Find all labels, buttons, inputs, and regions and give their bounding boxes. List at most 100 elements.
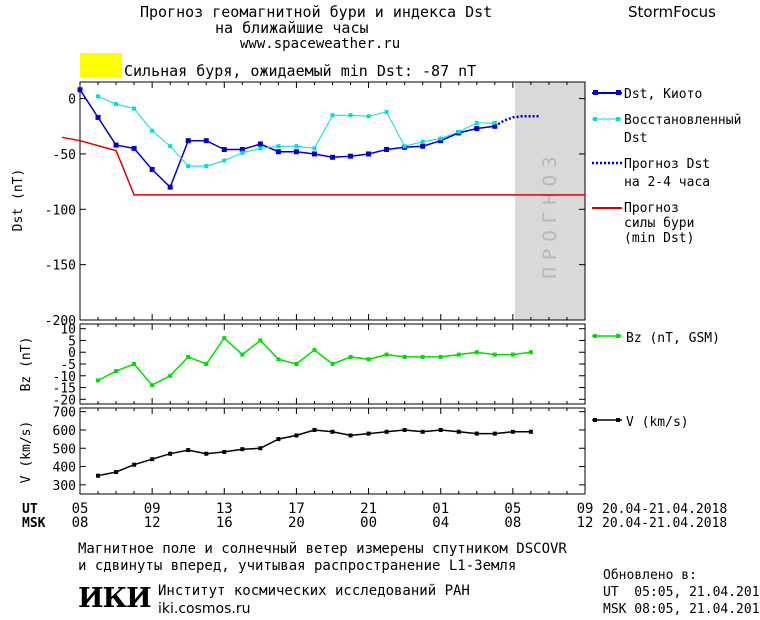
- data-point: [348, 433, 353, 438]
- title-line-2: на ближайшие часы: [215, 19, 369, 37]
- legend-dst-marker: [593, 90, 598, 95]
- data-point: [330, 154, 335, 160]
- data-point: [204, 164, 209, 169]
- ylabel-bz: Bz (nT): [19, 337, 34, 392]
- x-tick-labels: 05 09 13 17 21 01 05 09 08 12 16 20 00 04 08 12: [72, 501, 594, 531]
- data-point: [402, 144, 407, 149]
- y-tick-label: 600: [53, 424, 76, 439]
- data-point: [204, 451, 209, 456]
- y-tick-label: -150: [45, 259, 76, 274]
- data-point: [114, 102, 119, 107]
- data-point: [438, 136, 443, 141]
- x-msk-tick-label: 12: [144, 515, 161, 531]
- data-point: [312, 427, 317, 432]
- data-point: [95, 114, 101, 120]
- y-tick-label: 10: [60, 323, 76, 338]
- data-point: [150, 383, 155, 388]
- data-point: [312, 146, 317, 151]
- updated-label: Обновлено в:: [603, 568, 697, 583]
- x-ut-tick-label: 01: [432, 501, 449, 517]
- data-point: [258, 446, 263, 451]
- y-tick-label: -20: [53, 393, 76, 408]
- data-point: [510, 352, 515, 357]
- institute-name: Институт космических исследований РАН: [158, 583, 470, 599]
- data-point: [384, 147, 390, 153]
- legend-bz-marker: [593, 334, 597, 338]
- x-msk-tick-label: 08: [72, 515, 89, 531]
- x-msk-label: MSK: [22, 516, 46, 531]
- data-point: [330, 429, 335, 434]
- legend-storm-label-2: силы бури: [624, 216, 694, 231]
- y-tick-label: -15: [53, 382, 76, 397]
- data-point: [222, 336, 227, 341]
- legend-bz-marker-2: [616, 334, 620, 338]
- legend-forecast-label-2: на 2-4 часа: [624, 175, 710, 190]
- legend-dst-label: Dst, Киото: [624, 87, 702, 102]
- legend-recon-marker: [593, 117, 597, 121]
- x-ut-label: UT: [22, 502, 38, 517]
- data-point: [312, 347, 317, 352]
- legend-recon-label-1: Восстановленный: [624, 113, 741, 128]
- x-ut-tick-label: 09: [144, 501, 161, 517]
- data-point: [528, 350, 533, 355]
- data-point: [330, 362, 335, 366]
- y-tick-label: 0: [68, 93, 76, 108]
- data-point: [384, 109, 389, 114]
- ylabel-v: V (km/s): [19, 421, 34, 484]
- data-point: [150, 457, 155, 462]
- data-point: [168, 144, 173, 149]
- brand-label: StormFocus: [628, 3, 716, 21]
- institute-site[interactable]: iki.cosmos.ru: [158, 601, 251, 617]
- series-line: [97, 336, 531, 387]
- data-point: [186, 448, 191, 453]
- legend-bz-label: Bz (nT, GSM): [626, 331, 720, 346]
- series-line: [97, 95, 495, 167]
- storm-banner-text: Сильная буря, ожидаемый min Dst: -87 nT: [124, 62, 477, 80]
- data-point: [438, 138, 444, 144]
- y-tick-label: 500: [53, 442, 76, 457]
- data-point: [186, 164, 191, 169]
- data-point: [474, 431, 479, 436]
- forecast-band-label: ПРОГНОЗ: [539, 149, 561, 278]
- legend-storm-label-3: (min Dst): [624, 231, 694, 246]
- data-point: [276, 144, 281, 149]
- legend-recon-label-2: Dst: [624, 131, 647, 146]
- data-point: [474, 125, 480, 131]
- y-tick-label: 700: [53, 406, 76, 421]
- x-ut-tick-label: 09: [577, 501, 594, 517]
- data-point: [294, 433, 299, 438]
- ylabel-dst: Dst (nT): [11, 169, 26, 232]
- data-point: [96, 378, 101, 383]
- series-line: [61, 136, 585, 196]
- y-tick-label: 300: [53, 479, 76, 494]
- data-point: [168, 451, 173, 456]
- data-point: [275, 149, 281, 155]
- y-tick-label: -50: [53, 148, 76, 163]
- data-point: [240, 150, 245, 155]
- updated-msk: MSK 08:05, 21.04.2018: [603, 602, 760, 617]
- x-msk-tick-label: 20: [288, 515, 305, 531]
- data-point: [420, 429, 425, 434]
- data-point: [366, 431, 371, 436]
- legend-v-marker-2: [616, 418, 620, 422]
- data-point: [77, 87, 83, 93]
- data-point: [293, 149, 299, 155]
- data-point: [96, 94, 101, 99]
- legend-storm-label-1: Прогноз: [624, 201, 679, 216]
- data-point: [294, 362, 299, 366]
- data-point: [186, 354, 191, 359]
- axis-ticks: 0-50-100-150-2001050-5-10-15-20700600500…: [45, 82, 586, 494]
- x-msk-tick-label: 16: [216, 515, 233, 531]
- x-msk-tick-label: 08: [504, 515, 521, 531]
- data-point: [221, 147, 227, 153]
- x-msk-tick-label: 12: [577, 515, 594, 531]
- series-line: [97, 429, 531, 477]
- y-tick-label: -10: [53, 370, 76, 385]
- data-point: [149, 166, 155, 172]
- legend: Dst, Киото Восстановленный Dst Прогноз D…: [592, 87, 741, 430]
- site-url[interactable]: www.spaceweather.ru: [240, 36, 401, 52]
- legend-v-label: V (km/s): [626, 415, 689, 430]
- data-point: [114, 369, 119, 374]
- y-tick-label: 400: [53, 461, 76, 476]
- data-point: [492, 120, 497, 125]
